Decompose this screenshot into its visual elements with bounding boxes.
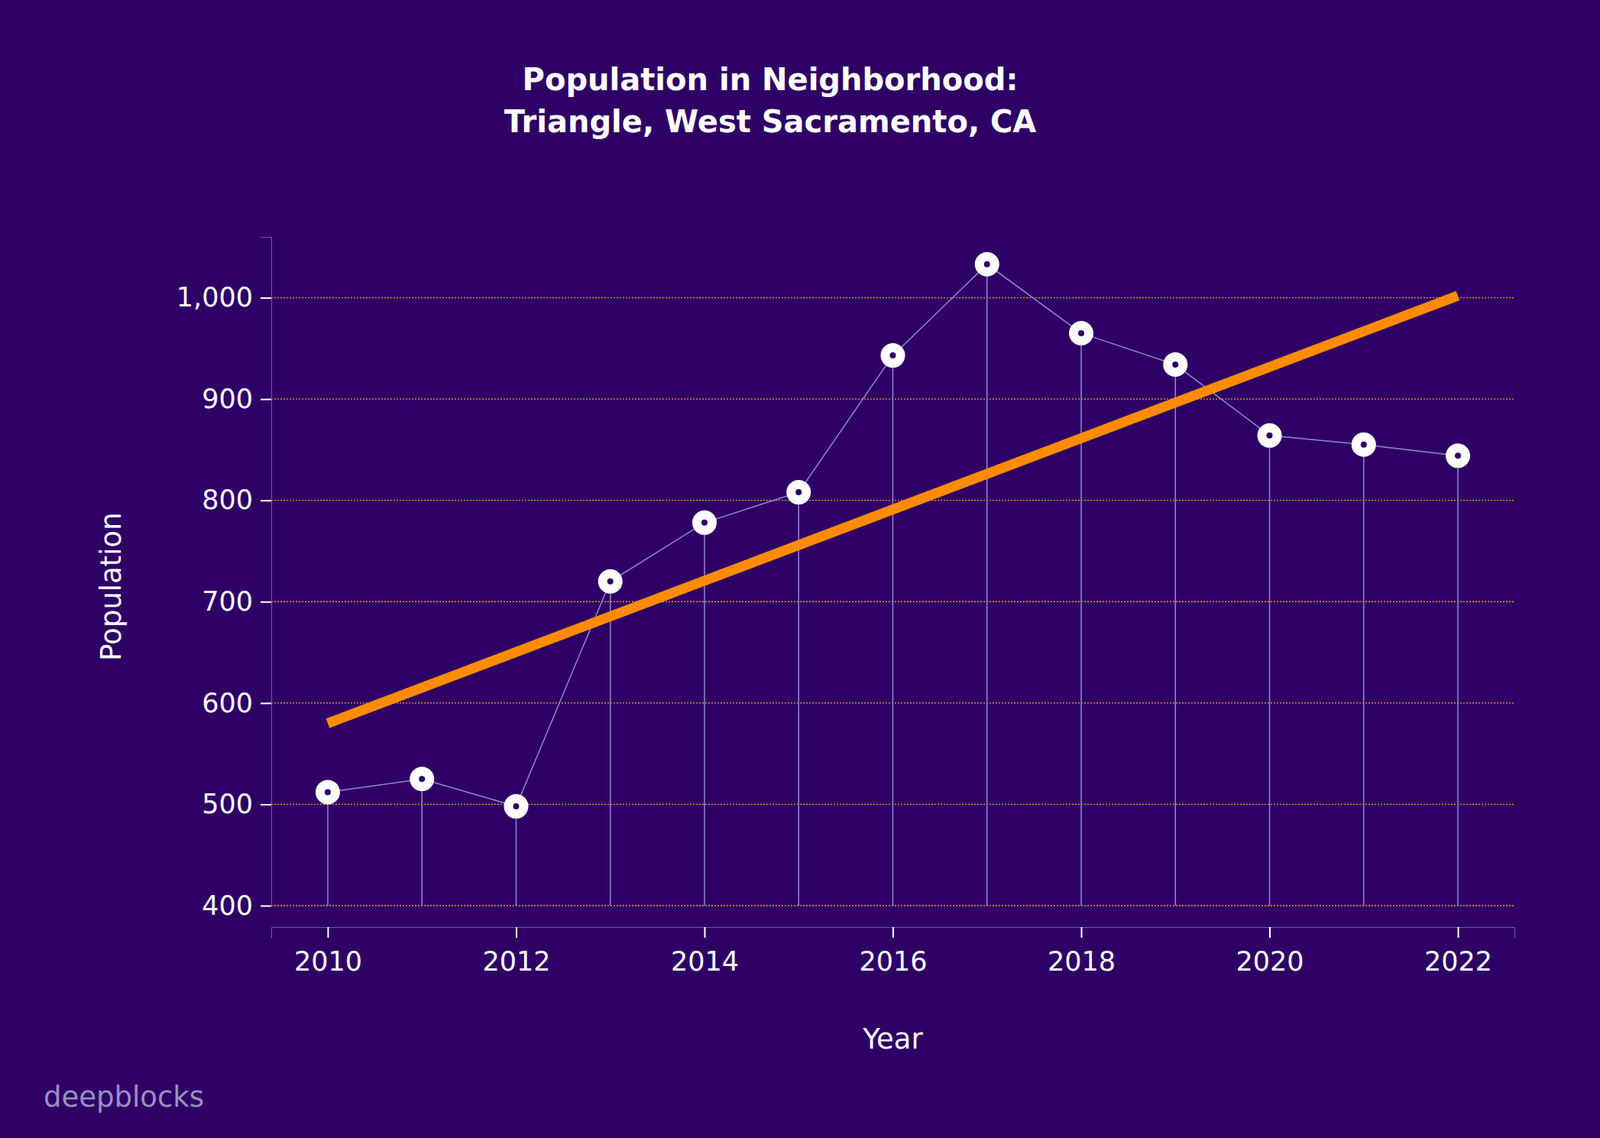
trend-line xyxy=(327,295,1458,723)
plot-area xyxy=(315,252,1471,906)
stem xyxy=(327,792,329,906)
title-line: Triangle, West Sacramento, CA xyxy=(504,103,1037,140)
stem xyxy=(1175,364,1177,906)
marker-center xyxy=(701,519,708,526)
x-tick: 2018 xyxy=(1047,926,1116,977)
y-tick-label: 500 xyxy=(201,788,253,820)
y-tick: 1,000 xyxy=(176,281,272,313)
y-tick-mark xyxy=(260,702,272,704)
marker xyxy=(974,252,1000,277)
stem xyxy=(515,806,518,906)
marker xyxy=(1445,443,1471,468)
y-tick-mark xyxy=(260,601,272,603)
marker xyxy=(598,569,623,594)
marker xyxy=(409,766,435,791)
x-tick: 2022 xyxy=(1424,926,1493,977)
marker-center xyxy=(795,489,802,496)
background xyxy=(0,0,1600,1138)
marker xyxy=(1351,432,1377,457)
x-tick-mark xyxy=(1269,926,1271,938)
marker-center xyxy=(1172,361,1179,368)
y-axis: 400 500 600 700 800 900 1,000 xyxy=(176,237,273,921)
marker-center xyxy=(984,261,991,268)
x-tick-label: 2020 xyxy=(1235,945,1304,977)
x-tick-mark xyxy=(892,926,894,938)
y-tick: 600 xyxy=(201,687,272,719)
x-tick-mark xyxy=(515,926,518,938)
marker-center xyxy=(1454,452,1461,459)
x-tick-mark xyxy=(1081,926,1083,938)
marker-center xyxy=(418,775,425,782)
y-tick-label: 800 xyxy=(201,484,253,515)
y-tick: 900 xyxy=(201,383,272,415)
stem xyxy=(892,355,894,906)
x-tick-mark xyxy=(327,926,329,938)
title-line: Population in Neighborhood: xyxy=(522,61,1019,98)
marker-center xyxy=(1078,330,1085,337)
series-line xyxy=(327,264,1458,807)
marker xyxy=(1162,352,1188,377)
x-axis-line xyxy=(272,927,1516,939)
grid xyxy=(271,297,1515,906)
stem xyxy=(1269,435,1271,906)
grid-line xyxy=(271,297,1515,298)
stem xyxy=(986,264,988,906)
y-tick: 800 xyxy=(201,484,272,515)
x-tick-label: 2018 xyxy=(1047,945,1116,977)
title: Population in Neighborhood: Triangle, Wes… xyxy=(504,61,1037,140)
y-tick-mark xyxy=(260,803,272,806)
watermark: deepblocks xyxy=(43,1080,205,1114)
x-tick: 2012 xyxy=(482,926,551,977)
y-tick-label: 900 xyxy=(201,383,253,415)
x-axis-title: Year xyxy=(861,1022,924,1056)
marker-center xyxy=(1360,441,1367,448)
marker-center xyxy=(607,578,614,585)
chart: 4005006007008009001,00020102012201420162… xyxy=(0,0,1600,1138)
y-axis-line xyxy=(260,237,273,907)
marker-center xyxy=(324,789,331,796)
y-tick-label: 700 xyxy=(201,586,253,617)
y-tick-mark xyxy=(260,297,272,299)
stem xyxy=(421,778,423,906)
x-tick: 2016 xyxy=(858,926,927,977)
x-tick-mark xyxy=(703,926,706,938)
y-tick-mark xyxy=(260,905,272,907)
marker-center xyxy=(1266,432,1273,439)
marker xyxy=(880,343,906,368)
stem xyxy=(1363,444,1365,906)
x-tick: 2010 xyxy=(294,926,363,977)
stem xyxy=(609,581,612,906)
y-tick-mark xyxy=(260,398,272,401)
x-tick-label: 2016 xyxy=(858,945,927,977)
stem xyxy=(1080,333,1082,906)
y-tick-label: 1,000 xyxy=(176,281,253,313)
stem xyxy=(1457,455,1459,906)
x-tick-mark xyxy=(1457,926,1460,938)
y-tick: 500 xyxy=(201,788,272,820)
x-tick-label: 2012 xyxy=(482,945,551,977)
stem xyxy=(797,492,800,906)
marker xyxy=(503,793,528,819)
marker xyxy=(692,510,717,535)
y-tick-mark xyxy=(260,499,272,502)
marker xyxy=(1257,423,1283,448)
y-tick: 400 xyxy=(201,890,272,921)
marker-center xyxy=(512,803,519,810)
x-tick-label: 2022 xyxy=(1424,945,1493,977)
marker-center xyxy=(890,352,897,359)
x-tick: 2020 xyxy=(1235,926,1304,977)
y-tick-label: 600 xyxy=(201,687,253,719)
marker xyxy=(315,780,341,805)
y-tick: 700 xyxy=(201,586,272,617)
x-tick-label: 2010 xyxy=(294,945,363,977)
x-tick-label: 2014 xyxy=(670,945,739,977)
y-axis-title: Population xyxy=(94,511,128,661)
marker xyxy=(786,479,811,505)
x-axis: 2010 2012 2014 2016 2018 2020 2022 xyxy=(272,926,1516,977)
marker xyxy=(1068,320,1094,346)
x-tick: 2014 xyxy=(670,926,739,977)
y-tick-label: 400 xyxy=(201,890,253,921)
